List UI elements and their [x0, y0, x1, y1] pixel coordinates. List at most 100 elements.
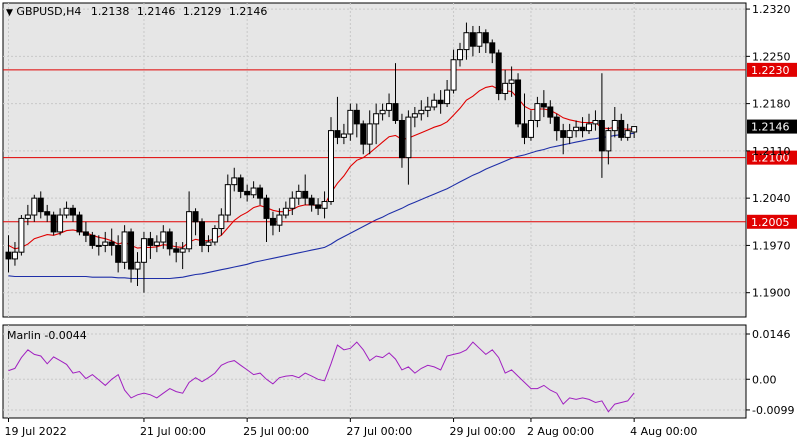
candle-bull	[624, 130, 631, 138]
candle-bear	[82, 231, 89, 236]
symbol-info: ▼ GBPUSD,H4 1.2138 1.2146 1.2129 1.2146	[6, 5, 267, 18]
candle-bear	[482, 32, 489, 44]
candle-bear	[257, 187, 264, 199]
candle-bull	[476, 32, 483, 47]
candle-bull	[134, 261, 141, 270]
candle-bull	[431, 99, 438, 108]
candle-bull	[373, 113, 380, 125]
candle-bull	[63, 207, 70, 216]
candle-bear	[489, 42, 496, 54]
axes	[8, 8, 750, 422]
y-tick-label: -0.0099	[752, 404, 794, 417]
fast-ma-line	[8, 85, 635, 250]
candle-bear	[618, 119, 625, 138]
candle-bear	[269, 217, 276, 226]
candle-bull	[527, 119, 534, 138]
dropdown-triangle-icon[interactable]: ▼	[6, 8, 13, 18]
y-tick-label: 1.2320	[752, 3, 791, 16]
candle-bear	[540, 103, 547, 108]
x-tick-label: 2 Aug 00:00	[527, 425, 594, 438]
candle-bear	[37, 197, 44, 213]
candle-bull	[457, 49, 463, 61]
candle-bull	[424, 106, 431, 111]
candle-bear	[437, 99, 444, 105]
candle-bull	[444, 89, 451, 105]
candle-bear	[521, 123, 528, 138]
candle-bull	[295, 190, 302, 199]
candle-bull	[386, 103, 393, 111]
candle-bear	[199, 221, 205, 246]
candles	[5, 22, 638, 293]
candle-bear	[315, 204, 322, 209]
candle-bull	[534, 103, 541, 121]
candle-bull	[250, 187, 257, 196]
candle-bear	[244, 190, 251, 196]
candle-bull	[11, 251, 18, 260]
candle-bull	[24, 214, 31, 219]
level-label: 1.2230	[751, 64, 790, 77]
candle-bull	[502, 82, 509, 94]
candle-bull	[57, 214, 64, 233]
candle-bull	[321, 201, 328, 209]
y-tick-label: 1.2180	[752, 98, 791, 111]
candle-bull	[379, 109, 386, 115]
candle-bear	[553, 116, 560, 132]
candle-bull	[186, 211, 193, 250]
y-tick-label: 0.00	[752, 373, 777, 386]
high-value: 1.2146	[136, 5, 176, 18]
candle-bear	[192, 211, 199, 223]
level-label: 1.2005	[751, 216, 790, 229]
candle-bull	[102, 241, 109, 246]
candle-bull	[276, 214, 283, 226]
candle-bull	[592, 119, 599, 125]
y-tick-label: 0.0146	[752, 328, 791, 341]
x-tick-label: 25 Jul 00:00	[243, 425, 309, 438]
candle-bear	[44, 211, 51, 216]
current-price-label: 1.2146	[751, 121, 790, 134]
candle-bull	[289, 197, 296, 209]
open-value: 1.2138	[90, 5, 130, 18]
candle-bear	[495, 52, 502, 94]
candle-bull	[328, 130, 334, 203]
candle-bear	[5, 251, 12, 260]
candle-bear	[115, 244, 122, 263]
candle-bull	[631, 126, 638, 133]
marlin-line	[8, 341, 635, 413]
candle-bull	[347, 109, 354, 135]
y-tick-label: 1.1900	[752, 287, 791, 300]
candle-bear	[334, 130, 341, 138]
candle-bull	[605, 130, 612, 152]
candle-bull	[231, 177, 238, 186]
x-tick-label: 4 Aug 00:00	[630, 425, 697, 438]
level-label-bg	[747, 214, 797, 229]
candle-bear	[50, 214, 57, 233]
y-tick-label: 1.2250	[752, 50, 791, 63]
axis-labels: 1.2320 1.2250 1.2180 1.2110 1.2040 1.1970 1.19…	[5, 3, 797, 438]
candle-bull	[366, 123, 373, 145]
candle-bull	[573, 126, 580, 132]
candle-bull	[205, 241, 212, 246]
y-tick-label: 1.2040	[752, 192, 791, 205]
candle-bull	[179, 248, 186, 253]
candle-bear	[547, 106, 554, 118]
oscillator-name: Marlin	[7, 329, 41, 342]
x-tick-label: 19 Jul 2022	[5, 425, 67, 438]
oscillator-value: -0.0044	[44, 329, 87, 342]
horizontal-levels[interactable]: 1.2230 1.2100 1.2005	[3, 62, 797, 229]
price-panel[interactable]	[2, 2, 747, 318]
oscillator-line	[8, 341, 635, 413]
candle-bull	[224, 184, 231, 216]
candle-bear	[469, 32, 476, 47]
candle-bear	[302, 190, 309, 199]
candle-bear	[579, 126, 586, 132]
candle-bull	[153, 241, 160, 246]
candle-bear	[353, 109, 360, 125]
candle-bear	[166, 231, 173, 250]
symbol-name: GBPUSD,H4	[16, 5, 82, 18]
slow-ma-line	[8, 132, 635, 280]
candle-bull	[450, 59, 457, 91]
candle-bear	[392, 103, 399, 121]
candle-bull	[211, 228, 218, 243]
